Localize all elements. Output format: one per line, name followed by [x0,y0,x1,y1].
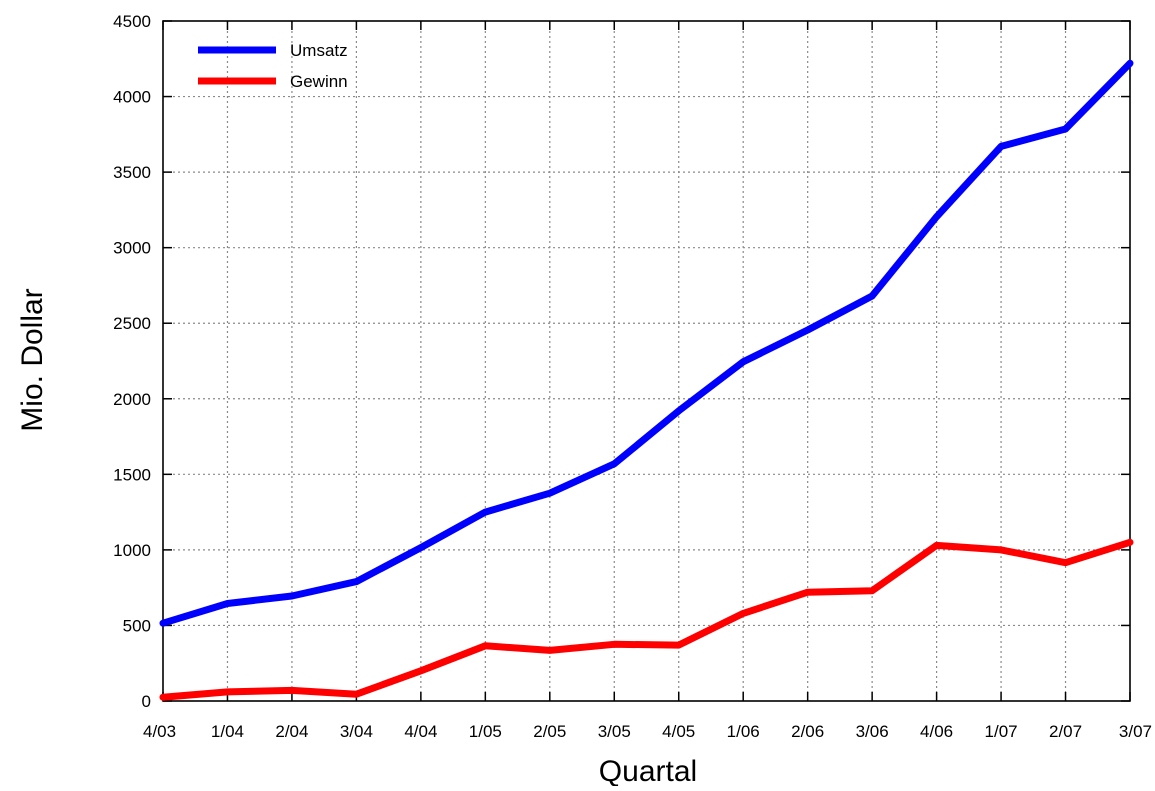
data-point-gewinn [1064,561,1068,565]
y-tick-label: 1000 [113,541,151,560]
data-point-umsatz [870,294,874,298]
series-line-gewinn [159,538,1134,701]
data-point-gewinn [935,543,939,547]
x-tick-label: 4/04 [404,722,437,741]
x-tick-label: 1/07 [985,722,1018,741]
data-point-gewinn [548,648,552,652]
x-tick-label: 2/07 [1049,722,1082,741]
tick-labels: 0 500 1000 1500 2000 2500 3000 3500 4000 4500 4/03… [113,12,1152,741]
x-tick-label: 1/06 [727,722,760,741]
y-tick-label: 1500 [113,465,151,484]
legend-label-umsatz: Umsatz [290,41,348,60]
x-tick-label: 3/06 [856,722,889,741]
data-point-umsatz [419,546,423,550]
x-tick-label: 2/05 [533,722,566,741]
data-point-umsatz [741,360,745,364]
x-tick-label: 3/04 [340,722,373,741]
legend: Umsatz Gewinn [198,41,348,91]
data-point-gewinn [999,548,1003,552]
data-point-umsatz [548,491,552,495]
x-tick-label: 2/04 [275,722,308,741]
data-point-gewinn [612,642,616,646]
data-point-gewinn [806,590,810,594]
data-point-umsatz [290,594,294,598]
data-point-gewinn [741,611,745,615]
y-tick-label: 2000 [113,390,151,409]
data-point-umsatz [612,462,616,466]
data-point-umsatz [999,144,1003,148]
x-tick-label: 4/05 [662,722,695,741]
data-point-umsatz [1064,127,1068,131]
data-point-umsatz [161,621,165,625]
data-point-umsatz [354,580,358,584]
data-point-gewinn [483,644,487,648]
series-lines [159,59,1134,701]
data-point-gewinn [354,692,358,696]
data-point-gewinn [419,669,423,673]
data-point-gewinn [1128,540,1132,544]
data-point-gewinn [161,695,165,699]
x-axis-title: Quartal [599,755,697,786]
y-tick-label: 3000 [113,239,151,258]
data-point-gewinn [290,688,294,692]
data-point-gewinn [677,643,681,647]
x-tick-label: 1/05 [469,722,502,741]
plot-frame [162,20,1131,702]
data-point-umsatz [935,215,939,219]
x-tick-label: 3/05 [598,722,631,741]
y-tick-label: 4500 [113,12,151,31]
data-point-umsatz [1128,61,1132,65]
y-tick-label: 2500 [113,314,151,333]
x-tick-label: 2/06 [791,722,824,741]
data-point-umsatz [806,328,810,332]
y-tick-label: 500 [123,616,151,635]
series-line-umsatz [159,59,1134,627]
y-axis-title: Mio. Dollar [16,288,49,431]
data-point-gewinn [225,690,229,694]
data-point-umsatz [483,510,487,514]
y-tick-label: 0 [142,692,151,711]
grid [163,21,1130,701]
legend-label-gewinn: Gewinn [290,72,348,91]
x-tick-label: 3/07 [1119,722,1152,741]
data-point-umsatz [677,409,681,413]
x-tick-label: 1/04 [211,722,244,741]
data-point-umsatz [225,602,229,606]
y-tick-label: 4000 [113,88,151,107]
y-tick-label: 3500 [113,163,151,182]
x-tick-label: 4/06 [920,722,953,741]
x-tick-label: 4/03 [143,722,176,741]
axes [162,20,1131,702]
data-point-gewinn [870,589,874,593]
